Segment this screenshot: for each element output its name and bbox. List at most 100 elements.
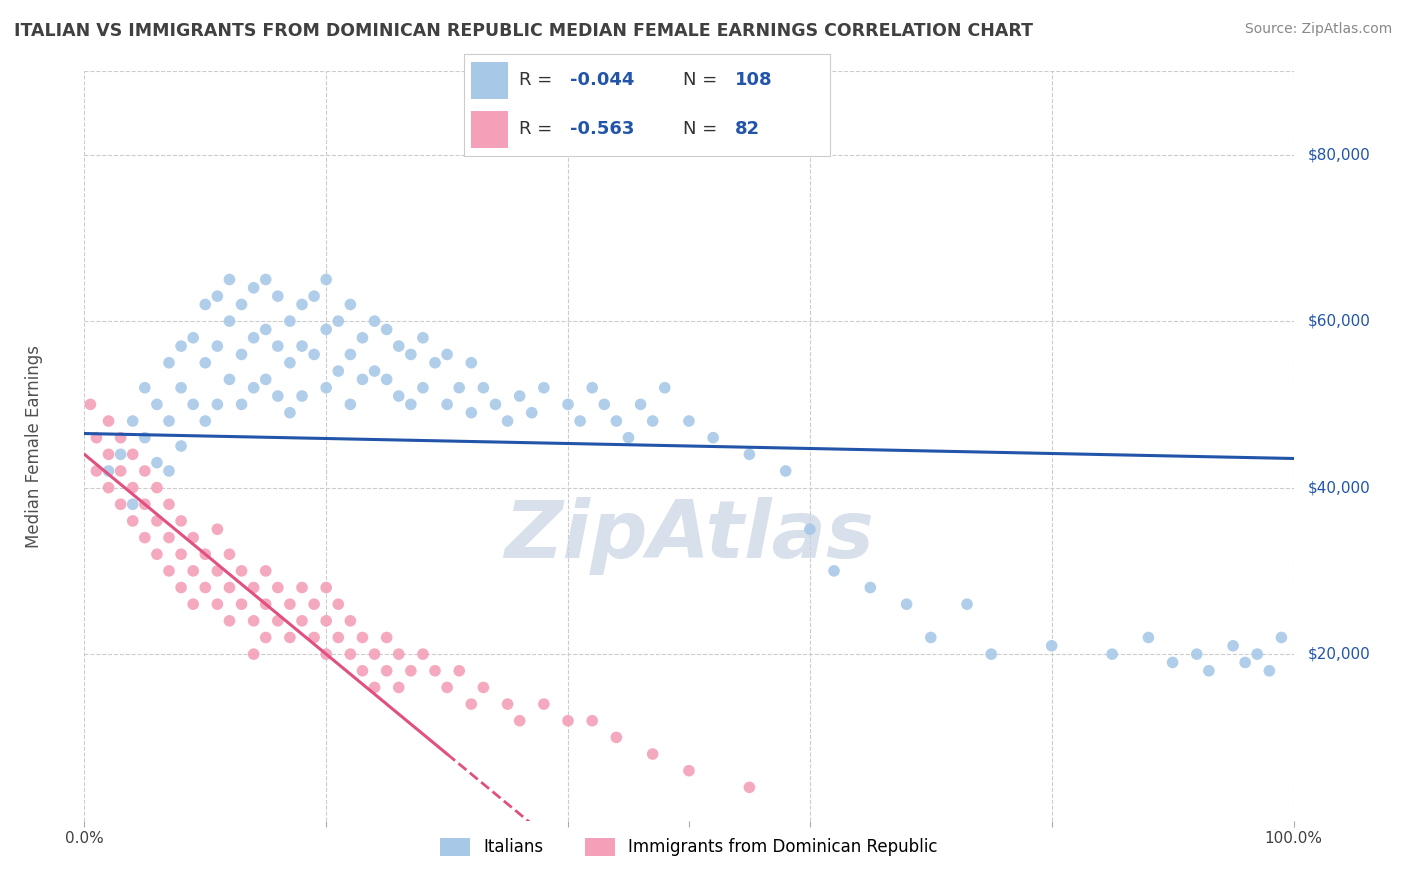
Point — [278, 597, 301, 611]
Point — [388, 339, 411, 353]
Point — [375, 631, 398, 645]
Point — [278, 356, 301, 370]
Point — [181, 397, 204, 411]
Point — [146, 481, 169, 495]
Point — [194, 547, 217, 561]
Point — [315, 272, 337, 286]
FancyBboxPatch shape — [471, 111, 508, 148]
Point — [157, 564, 180, 578]
Point — [207, 339, 229, 353]
Point — [278, 631, 301, 645]
Point — [157, 356, 180, 370]
Point — [702, 431, 724, 445]
Point — [412, 381, 434, 395]
Point — [218, 272, 240, 286]
Point — [302, 289, 325, 303]
Point — [1234, 656, 1257, 670]
Point — [302, 347, 325, 361]
Point — [1198, 664, 1220, 678]
Point — [388, 389, 411, 403]
Point — [339, 347, 361, 361]
Point — [581, 381, 603, 395]
Point — [423, 664, 446, 678]
Point — [484, 397, 506, 411]
Point — [363, 314, 385, 328]
Point — [593, 397, 616, 411]
Point — [146, 547, 169, 561]
Text: $60,000: $60,000 — [1308, 314, 1371, 328]
Point — [86, 464, 108, 478]
Point — [218, 614, 240, 628]
Point — [605, 731, 627, 745]
Point — [412, 331, 434, 345]
Point — [315, 322, 337, 336]
Point — [218, 581, 240, 595]
Point — [134, 531, 156, 545]
Point — [291, 581, 314, 595]
Point — [412, 647, 434, 661]
Point — [339, 297, 361, 311]
Point — [533, 381, 555, 395]
Point — [328, 314, 350, 328]
Legend: Italians, Immigrants from Dominican Republic: Italians, Immigrants from Dominican Repu… — [432, 830, 946, 864]
Point — [388, 647, 411, 661]
Point — [328, 631, 350, 645]
Point — [242, 331, 264, 345]
Point — [328, 364, 350, 378]
Point — [775, 464, 797, 478]
Text: $20,000: $20,000 — [1308, 647, 1371, 662]
Point — [207, 597, 229, 611]
Text: R =: R = — [519, 120, 558, 138]
Point — [1101, 647, 1123, 661]
Point — [291, 339, 314, 353]
Point — [242, 647, 264, 661]
Point — [242, 281, 264, 295]
Point — [170, 581, 193, 595]
Point — [956, 597, 979, 611]
Point — [242, 381, 264, 395]
Point — [641, 747, 664, 761]
Point — [449, 664, 471, 678]
Point — [1161, 656, 1184, 670]
Point — [423, 356, 446, 370]
Point — [97, 481, 120, 495]
Point — [194, 297, 217, 311]
Point — [110, 447, 132, 461]
Point — [207, 397, 229, 411]
Point — [194, 356, 217, 370]
Point — [231, 597, 253, 611]
Point — [194, 581, 217, 595]
Point — [278, 314, 301, 328]
Point — [170, 381, 193, 395]
Point — [134, 497, 156, 511]
Point — [157, 414, 180, 428]
Point — [496, 697, 519, 711]
Point — [823, 564, 845, 578]
Point — [520, 406, 543, 420]
Point — [110, 431, 132, 445]
Point — [569, 414, 592, 428]
Point — [97, 447, 120, 461]
Point — [157, 531, 180, 545]
Text: 82: 82 — [734, 120, 759, 138]
Point — [509, 389, 531, 403]
Point — [79, 397, 101, 411]
Point — [352, 372, 374, 386]
Point — [460, 356, 482, 370]
Point — [605, 414, 627, 428]
Point — [581, 714, 603, 728]
Point — [231, 297, 253, 311]
Point — [207, 289, 229, 303]
Point — [460, 697, 482, 711]
Point — [267, 389, 290, 403]
Point — [678, 764, 700, 778]
Point — [170, 339, 193, 353]
Point — [363, 647, 385, 661]
Point — [436, 681, 458, 695]
Point — [630, 397, 652, 411]
Point — [278, 406, 301, 420]
Point — [218, 314, 240, 328]
Point — [291, 389, 314, 403]
Point — [1258, 664, 1281, 678]
Point — [436, 347, 458, 361]
